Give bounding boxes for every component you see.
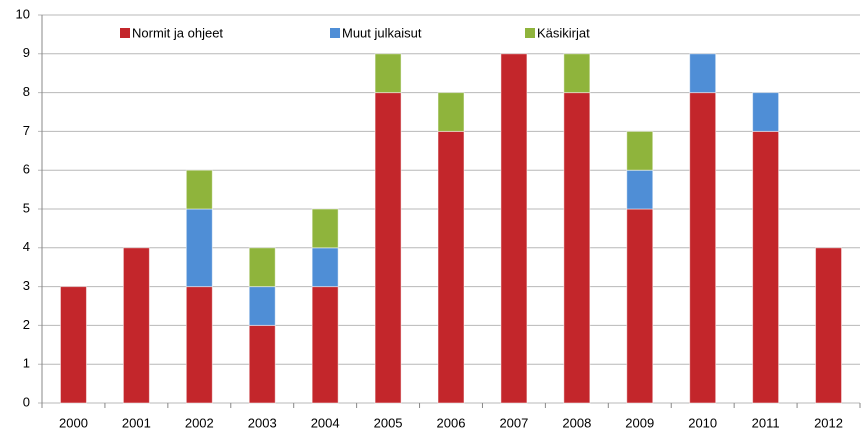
bar-segment [437, 130, 465, 404]
y-tick-label: 3 [23, 278, 30, 293]
x-tick-label: 2004 [311, 415, 340, 430]
bar-segment [500, 53, 528, 404]
y-tick-label: 7 [23, 123, 30, 138]
y-tick-label: 5 [23, 200, 30, 215]
legend-label: Normit ja ohjeet [132, 25, 223, 40]
bar-segment [626, 130, 654, 171]
bar-segment [248, 324, 276, 404]
legend-swatch [525, 28, 535, 38]
bar-segment [185, 286, 213, 404]
y-tick-label: 2 [23, 317, 30, 332]
legend-label: Muut julkaisut [342, 25, 422, 40]
bar-segment [563, 53, 591, 94]
bar-segment [311, 247, 339, 288]
y-tick-label: 6 [23, 162, 30, 177]
legend-swatch [120, 28, 130, 38]
y-tick-label: 1 [23, 356, 30, 371]
legend-label: Käsikirjat [537, 25, 590, 40]
x-tick-label: 2001 [122, 415, 151, 430]
bar-segment [626, 169, 654, 210]
x-tick-label: 2002 [185, 415, 214, 430]
bar-segment [248, 286, 276, 326]
bar-segment [752, 92, 780, 132]
x-tick-label: 2005 [374, 415, 403, 430]
bar-segment [815, 247, 843, 404]
y-tick-label: 4 [23, 239, 30, 254]
bar-segment [563, 92, 591, 404]
x-tick-label: 2006 [437, 415, 466, 430]
bar-segment [374, 53, 402, 94]
legend-swatch [330, 28, 340, 38]
bar-segment [437, 92, 465, 132]
bar-segment [374, 92, 402, 404]
bar-segment [122, 247, 150, 404]
y-tick-label: 0 [23, 394, 30, 409]
bar-segment [59, 286, 87, 404]
bar-segment [752, 130, 780, 404]
bar-segment [689, 92, 717, 404]
x-tick-label: 2010 [688, 415, 717, 430]
bar-segment [311, 286, 339, 404]
bar-segment [626, 208, 654, 404]
bar-segment [248, 247, 276, 288]
x-tick-label: 2007 [499, 415, 528, 430]
x-tick-label: 2011 [752, 415, 780, 430]
x-tick-label: 2008 [562, 415, 591, 430]
x-tick-label: 2003 [248, 415, 277, 430]
x-tick-label: 2000 [59, 415, 88, 430]
x-tick-label: 2012 [814, 415, 843, 430]
y-tick-label: 9 [23, 45, 30, 60]
bar-segment [185, 169, 213, 210]
y-tick-label: 8 [23, 84, 30, 99]
y-tick-label: 10 [16, 6, 30, 21]
bar-segment [689, 53, 717, 94]
bar-segment [311, 208, 339, 249]
bar-segment [185, 208, 213, 288]
x-tick-label: 2009 [625, 415, 654, 430]
